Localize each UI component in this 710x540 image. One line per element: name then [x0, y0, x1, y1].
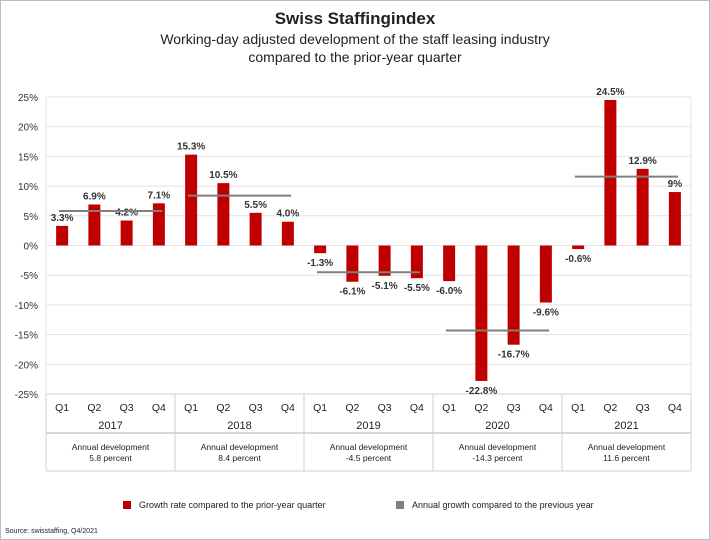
bar-2018-Q1 [185, 154, 198, 246]
chart-subtitle-line2: compared to the prior-year quarter [248, 49, 462, 65]
annual-development-label: Annual development [330, 442, 408, 452]
quarter-label: Q1 [442, 402, 456, 414]
y-tick-label: 15% [18, 152, 38, 163]
bar-2021-Q2 [604, 99, 617, 246]
bar-2018-Q3 [249, 212, 262, 246]
bar-2020-Q1 [443, 245, 456, 282]
data-label: 4.2% [115, 208, 138, 219]
year-label: 2017 [98, 420, 122, 432]
bar-2017-Q2 [88, 204, 101, 246]
data-label: 10.5% [209, 170, 237, 181]
year-label: 2021 [614, 420, 638, 432]
quarter-label: Q2 [216, 402, 230, 414]
quarter-label: Q2 [87, 402, 101, 414]
quarter-label: Q1 [184, 402, 198, 414]
quarter-label: Q3 [249, 402, 263, 414]
data-label: -6.0% [436, 286, 462, 297]
data-label: 15.3% [177, 142, 205, 153]
quarter-label: Q3 [507, 402, 521, 414]
data-label: 9% [668, 179, 683, 190]
data-label: -16.7% [498, 350, 530, 361]
quarter-label: Q3 [378, 402, 392, 414]
annual-development-value: 5.8 percent [89, 453, 132, 463]
quarter-label: Q4 [668, 402, 682, 414]
bar-2018-Q2 [217, 183, 230, 246]
bar-2019-Q1 [314, 245, 327, 254]
y-tick-label: 10% [18, 182, 38, 193]
chart-subtitle-line1: Working-day adjusted development of the … [160, 31, 550, 47]
annual-development-value: 8.4 percent [218, 453, 261, 463]
data-label: -1.3% [307, 258, 333, 269]
legend-swatch-red [123, 501, 131, 509]
bar-2019-Q3 [378, 245, 391, 276]
quarter-label: Q4 [281, 402, 295, 414]
data-label: -22.8% [466, 386, 498, 397]
quarter-label: Q3 [120, 402, 134, 414]
data-label: 3.3% [51, 213, 74, 224]
quarter-label: Q1 [55, 402, 69, 414]
quarter-label: Q1 [571, 402, 585, 414]
data-label: -9.6% [533, 308, 559, 319]
legend-item-annual-growth: Annual growth compared to the previous y… [396, 500, 594, 510]
legend-label: Annual growth compared to the previous y… [412, 500, 594, 510]
quarter-label: Q2 [345, 402, 359, 414]
y-tick-label: 20% [18, 123, 38, 134]
bar-2018-Q4 [281, 221, 294, 246]
annual-development-value: -4.5 percent [346, 453, 392, 463]
y-tick-label: 5% [24, 212, 39, 223]
data-label: 7.1% [147, 190, 170, 201]
quarter-label: Q4 [539, 402, 553, 414]
legend-label: Growth rate compared to the prior-year q… [139, 500, 326, 510]
y-tick-label: 25% [18, 93, 38, 104]
data-label: 6.9% [83, 192, 106, 203]
y-tick-label: -20% [15, 360, 38, 371]
bar-2021-Q3 [636, 168, 649, 246]
bar-2020-Q4 [539, 245, 552, 303]
annual-development-label: Annual development [459, 442, 537, 452]
bar-2021-Q1 [572, 245, 585, 250]
data-label: -5.1% [372, 281, 398, 292]
y-tick-label: -25% [15, 390, 38, 401]
bar-2021-Q4 [668, 192, 681, 246]
source-note: Source: swisstaffing, Q4/2021 [5, 528, 98, 535]
chart-title: Swiss Staffingindex [274, 9, 436, 28]
bar-2017-Q4 [152, 203, 165, 246]
quarter-label: Q1 [313, 402, 327, 414]
data-label: -0.6% [565, 254, 591, 265]
y-tick-label: 0% [24, 242, 39, 253]
data-label: 12.9% [628, 156, 656, 167]
bar-2017-Q1 [56, 225, 69, 246]
y-tick-label: -10% [15, 301, 38, 312]
legend-swatch-gray [396, 501, 404, 509]
annual-development-label: Annual development [201, 442, 279, 452]
quarter-label: Q4 [410, 402, 424, 414]
year-label: 2018 [227, 420, 251, 432]
quarter-label: Q3 [636, 402, 650, 414]
data-label: 5.5% [244, 200, 267, 211]
data-label: 4.0% [276, 209, 299, 220]
data-label: -6.1% [339, 287, 365, 298]
quarter-label: Q4 [152, 402, 166, 414]
bar-2020-Q2 [475, 245, 488, 381]
bar-2020-Q3 [507, 245, 520, 345]
bar-2019-Q4 [410, 245, 423, 279]
y-tick-label: -5% [20, 271, 38, 282]
bar-2019-Q2 [346, 245, 359, 282]
quarter-label: Q2 [603, 402, 617, 414]
year-label: 2020 [485, 420, 509, 432]
legend-item-growth-rate: Growth rate compared to the prior-year q… [123, 500, 326, 510]
bar-2017-Q3 [120, 220, 133, 246]
data-label: 24.5% [596, 87, 624, 98]
annual-development-value: -14.3 percent [472, 453, 523, 463]
data-label: -5.5% [404, 283, 430, 294]
annual-development-value: 11.6 percent [603, 453, 650, 463]
annual-development-label: Annual development [588, 442, 666, 452]
annual-development-label: Annual development [72, 442, 150, 452]
y-tick-label: -15% [15, 331, 38, 342]
year-label: 2019 [356, 420, 380, 432]
quarter-label: Q2 [474, 402, 488, 414]
